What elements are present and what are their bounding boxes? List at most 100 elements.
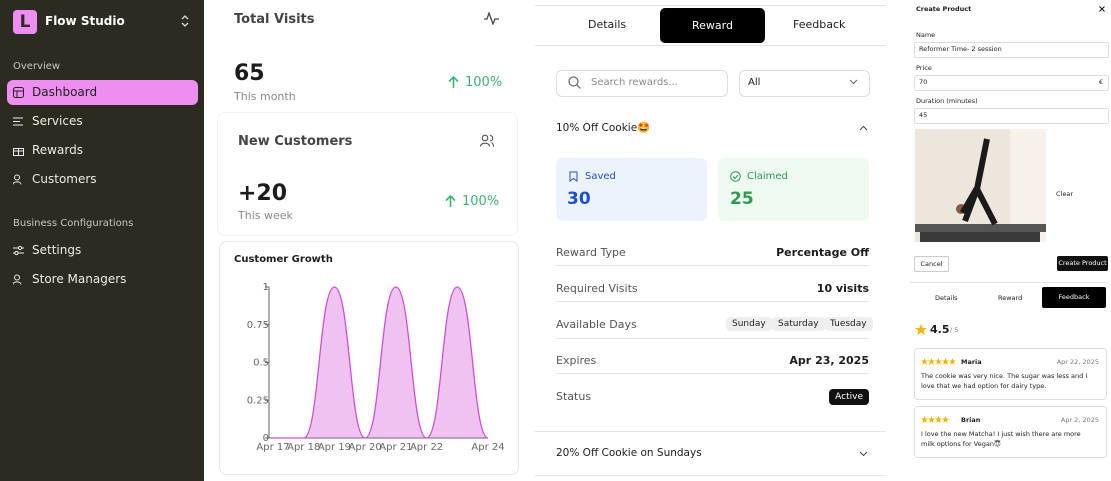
dialog-title: Create Product xyxy=(916,5,972,13)
detail-label: Reward Type xyxy=(556,246,626,259)
y-tick-label: 1 xyxy=(263,282,269,293)
nav-item[interactable]: Store Managers xyxy=(7,267,198,292)
search-box[interactable] xyxy=(556,70,728,97)
product-image xyxy=(915,129,1046,242)
stat-value: 65 xyxy=(234,61,265,86)
star xyxy=(935,358,942,365)
nav-item[interactable]: Settings xyxy=(7,238,198,263)
star-rating xyxy=(921,416,949,423)
reward-name[interactable]: 10% Off Cookie🤩 xyxy=(556,122,651,134)
nav-label: Services xyxy=(32,114,83,128)
tab[interactable]: Details xyxy=(588,18,627,31)
y-tick-label: 0.75 xyxy=(247,320,269,331)
input[interactable] xyxy=(914,42,1109,58)
star xyxy=(949,358,956,365)
divider xyxy=(535,5,886,6)
review-author: Brian xyxy=(961,416,981,424)
detail-label: Required Visits xyxy=(556,282,638,295)
logo: L xyxy=(13,10,37,34)
stat-period: This month xyxy=(234,90,296,103)
claimed-label: Claimed xyxy=(747,171,788,182)
field-value: Reformer Time- 2 session xyxy=(919,45,1002,53)
chevron-up[interactable] xyxy=(859,125,868,131)
nav-item[interactable]: Dashboard xyxy=(7,80,198,105)
detail-value: 10 visits xyxy=(816,282,869,295)
review-text: I love the new Matcha! I just wish there… xyxy=(921,430,1081,448)
chart-title: Customer Growth xyxy=(234,254,333,265)
divider xyxy=(535,45,886,46)
review-text: The cookie was very nice. The sugar was … xyxy=(921,372,1088,390)
field-label: Duration (minutes) xyxy=(916,97,978,105)
day-pill: Sunday xyxy=(726,317,772,331)
star xyxy=(921,358,928,365)
nav-item[interactable]: Rewards xyxy=(7,138,198,163)
search-placeholder: Search rewards... xyxy=(591,77,678,88)
chevron-down[interactable] xyxy=(859,451,868,457)
saved-card xyxy=(556,158,707,221)
claimed-count: 25 xyxy=(730,189,754,209)
claimed-card xyxy=(718,158,869,221)
submit-button[interactable]: Create Product xyxy=(1057,256,1108,271)
y-tick-label: 0.25 xyxy=(247,395,269,406)
cancel-button[interactable]: Cancel xyxy=(914,256,949,272)
check-icon xyxy=(730,171,741,182)
status-badge: Active xyxy=(829,389,869,405)
rating-star xyxy=(915,324,927,335)
switch-icon[interactable] xyxy=(180,15,190,27)
bookmark-icon xyxy=(569,171,578,182)
tab-active[interactable]: Reward xyxy=(660,8,765,43)
clear-button[interactable]: Clear xyxy=(1056,190,1073,198)
tab[interactable]: Feedback xyxy=(793,18,846,31)
nav-label: Store Managers xyxy=(32,272,127,286)
tab[interactable]: Reward xyxy=(998,294,1023,302)
divider xyxy=(910,282,1108,283)
review-author: Maria xyxy=(961,358,982,366)
divider xyxy=(535,475,886,476)
input[interactable] xyxy=(914,108,1109,124)
close-icon[interactable] xyxy=(1099,6,1105,12)
x-tick-label: Apr 17 xyxy=(256,442,289,453)
review-date: Apr 2, 2025 xyxy=(1060,416,1099,424)
section-title: Business Configurations xyxy=(13,218,134,229)
section-title: Overview xyxy=(13,61,61,72)
x-tick-label: Apr 19 xyxy=(318,442,351,453)
x-tick-label: Apr 21 xyxy=(379,442,412,453)
detail-value: Apr 23, 2025 xyxy=(789,354,869,367)
divider xyxy=(556,373,869,374)
reward-name[interactable]: 20% Off Cookie on Sundays xyxy=(556,447,702,459)
star xyxy=(935,416,942,423)
field-label: Price xyxy=(916,64,932,72)
users-icon xyxy=(480,134,494,147)
saved-count: 30 xyxy=(567,189,591,209)
detail-value: Percentage Off xyxy=(776,246,869,259)
nav-label: Settings xyxy=(32,243,82,257)
stat-title: New Customers xyxy=(238,134,353,149)
y-tick-label: 0 xyxy=(263,433,269,444)
divider xyxy=(556,301,869,302)
tab-active[interactable]: Feedback xyxy=(1042,287,1106,308)
detail-label: Expires xyxy=(556,354,597,367)
review-card xyxy=(914,348,1107,400)
rating: 4.5 xyxy=(930,323,950,336)
star xyxy=(921,416,928,423)
star-rating xyxy=(921,358,956,365)
x-tick-label: Apr 18 xyxy=(287,442,320,453)
tab[interactable]: Details xyxy=(935,294,958,302)
line xyxy=(273,286,489,439)
stat-card xyxy=(217,112,518,236)
input[interactable] xyxy=(914,75,1109,91)
divider xyxy=(535,431,886,432)
stat-title: Total Visits xyxy=(234,12,315,27)
activity-icon xyxy=(484,12,499,25)
stat-value: +20 xyxy=(238,181,288,206)
nav-item[interactable]: Customers xyxy=(7,167,198,192)
field-value: 45 xyxy=(919,111,928,119)
filter-select[interactable] xyxy=(739,70,870,97)
brand: Flow Studio xyxy=(45,14,125,28)
nav-item[interactable]: Services xyxy=(7,109,198,134)
day-pill: Tuesday xyxy=(824,317,873,331)
search-icon xyxy=(568,76,581,89)
x-tick-label: Apr 20 xyxy=(349,442,382,453)
